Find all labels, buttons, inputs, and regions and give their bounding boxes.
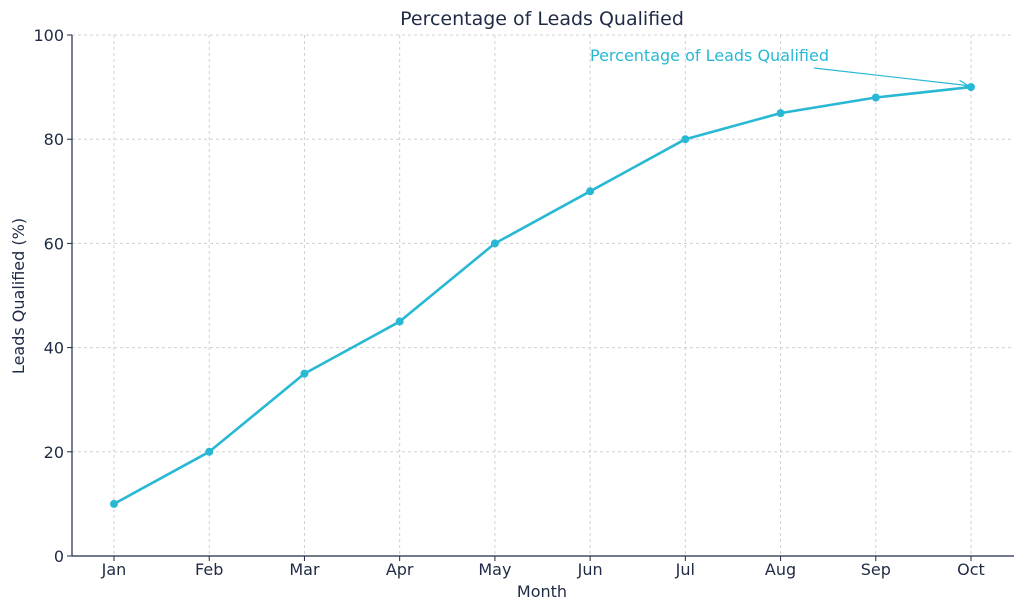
x-tick-label: Jul [675, 560, 695, 579]
data-point [681, 135, 690, 144]
y-tick-label: 0 [54, 547, 64, 566]
y-tick-label: 100 [33, 26, 64, 45]
data-point [395, 317, 404, 326]
series-line [113, 85, 972, 506]
axes: 0 20 40 60 80 100 Jan Feb Mar Apr May Jun Jul Aug Sep O… [33, 26, 1014, 579]
x-tick-label: Oct [957, 560, 985, 579]
data-point [205, 447, 214, 456]
data-point [871, 93, 880, 102]
grid [72, 34, 1014, 557]
annotation-layer: Percentage of Leads Qualified [590, 46, 970, 90]
y-axis-label: Leads Qualified (%) [9, 218, 28, 374]
data-point [110, 499, 118, 508]
annotation-arrow [813, 67, 969, 87]
x-tick-label: Aug [765, 560, 796, 579]
annotation-arrowhead [958, 79, 970, 90]
data-point [490, 239, 499, 248]
x-tick-label: Apr [386, 560, 414, 579]
y-tick-label: 80 [44, 130, 64, 149]
data-point [586, 187, 595, 196]
data-point [300, 369, 309, 378]
x-tick-label: May [478, 560, 511, 579]
x-tick-label: Jan [101, 560, 127, 579]
annotation-text: Percentage of Leads Qualified [590, 46, 829, 65]
x-tick-label: Sep [861, 560, 891, 579]
y-tick-label: 40 [44, 339, 64, 358]
data-point [967, 83, 975, 92]
data-point [776, 109, 785, 118]
x-tick-label: Feb [195, 560, 223, 579]
y-tick-label: 20 [44, 443, 64, 462]
series-layer [110, 83, 975, 508]
y-tick-label: 60 [44, 234, 64, 253]
x-tick-label: Mar [289, 560, 320, 579]
x-tick-label: Jun [577, 560, 603, 579]
x-axis-label: Month [517, 582, 567, 601]
chart-title: Percentage of Leads Qualified [400, 8, 684, 30]
